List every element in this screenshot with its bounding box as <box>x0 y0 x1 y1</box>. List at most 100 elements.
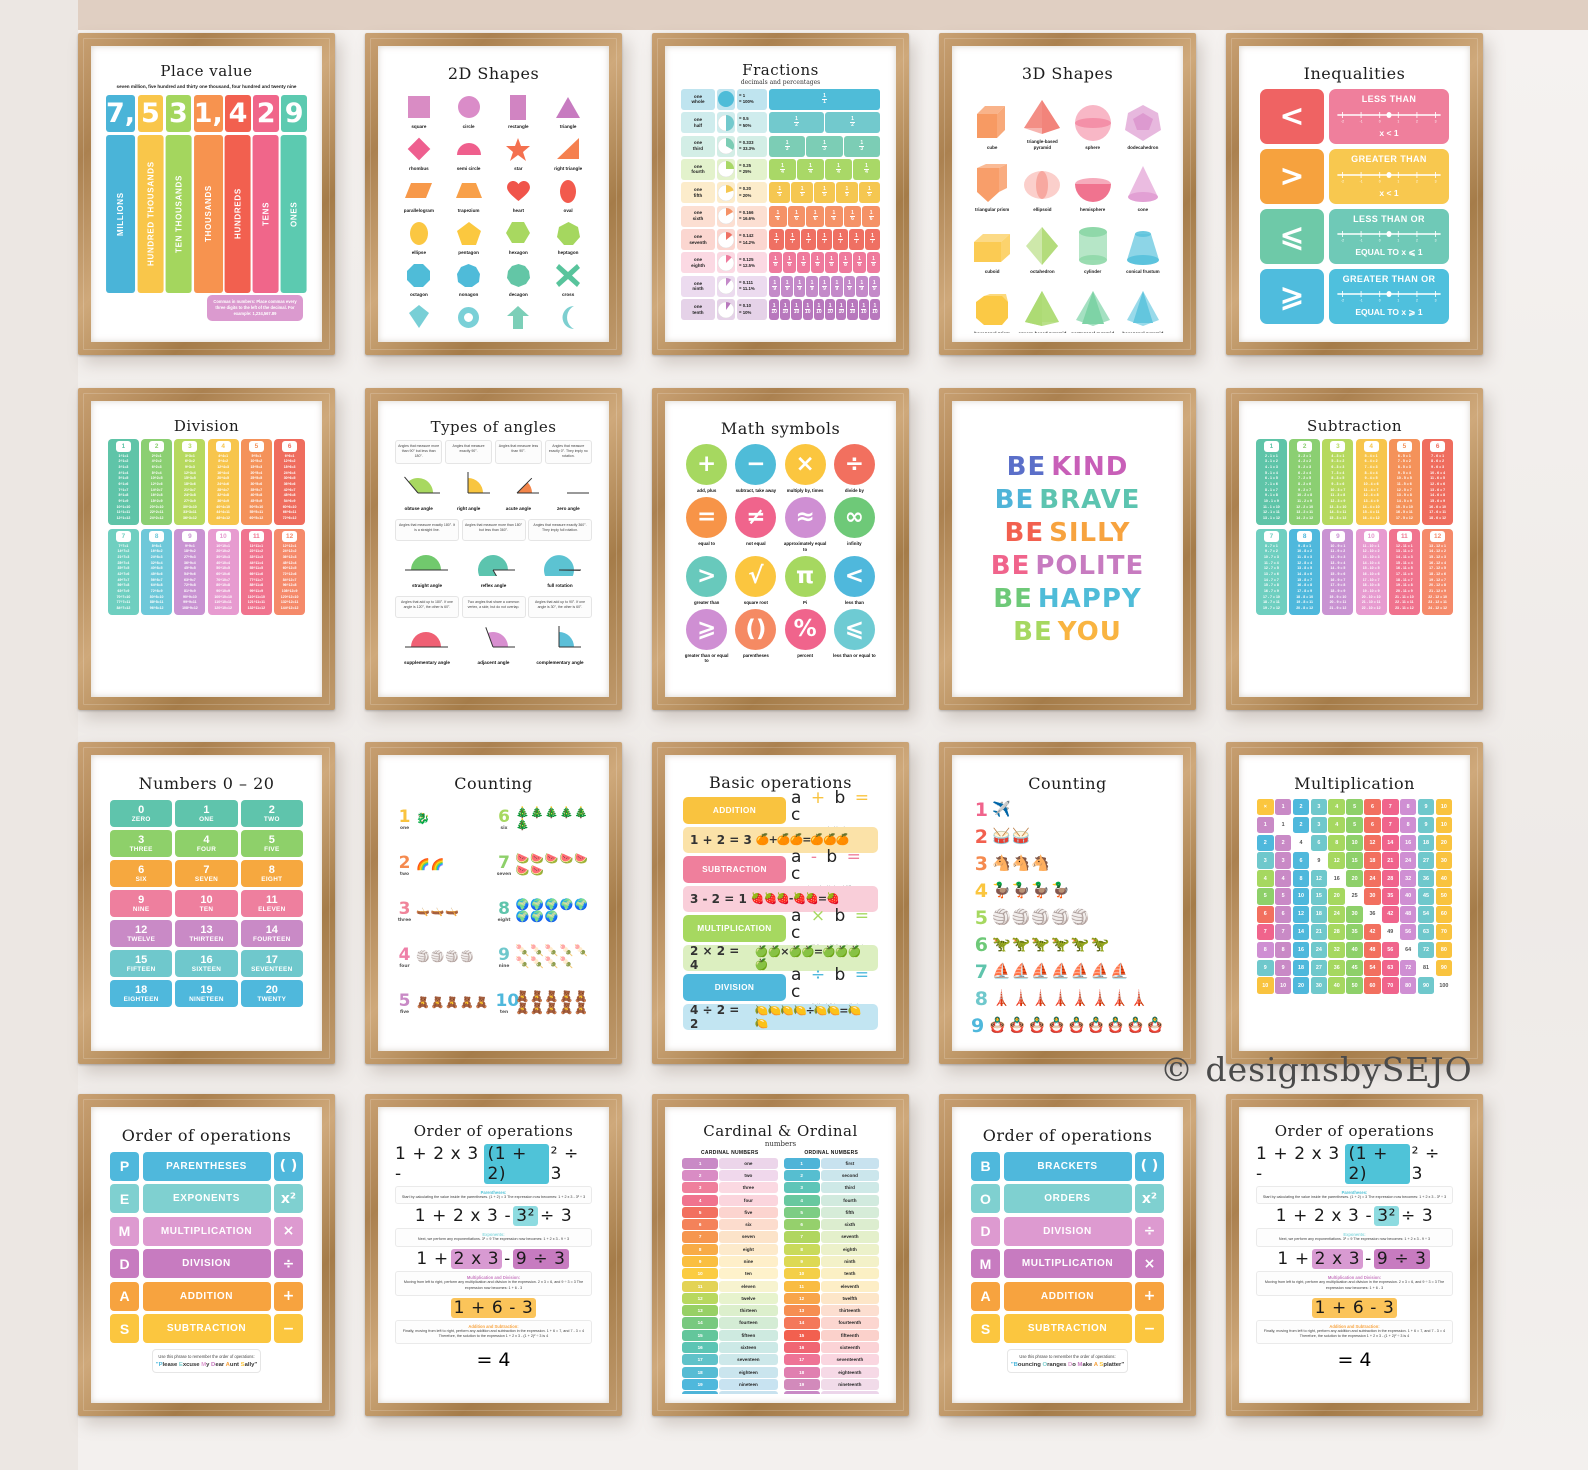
framed-poster-be-kind[interactable]: BE KIND BE BRAVE BE SILLY BE POLITE BE HAPPY BE YOU <box>939 388 1196 710</box>
framed-poster-math-symbols[interactable]: Math symbols + add, plus − subtract, tak… <box>652 388 909 710</box>
order-letter: S <box>971 1314 1000 1344</box>
framed-poster-basic-operations[interactable]: Basic operations ADDITION a + b = c auge… <box>652 742 909 1064</box>
framed-poster-ooo-worked[interactable]: Order of operations 1 + 2 x 3 - (1 + 2) ² … <box>365 1094 622 1416</box>
multiplication-cell: 7 <box>1382 798 1399 816</box>
place-value-column: 2 TENS <box>253 95 279 294</box>
symbols-grid: + add, plus − subtract, take away × mult… <box>674 438 887 665</box>
greater-than-or-equal-to-icon: ⩾ <box>686 608 728 650</box>
counting-items: 🎄 🎄 🎄 🎄 🎄 🎄 <box>516 808 592 831</box>
poster-numbers-0-20: Numbers 0 – 20 0 ZERO 1 ONE 2 TWO 3 THRE… <box>100 764 313 1042</box>
cardinal-row: 12 twelve <box>682 1292 778 1304</box>
inequality-symbol-icon: ⩾ <box>1260 268 1324 324</box>
symbol-label: Pi <box>803 599 808 605</box>
column-header: 2 <box>1297 440 1313 452</box>
operation-header: MULTIPLICATION a × b = c multiplier mult… <box>683 908 878 948</box>
step-pre: 1 + <box>416 1249 449 1270</box>
multiplication-cell: 9 <box>1257 959 1274 977</box>
number-card: 14 FOURTEEN <box>240 919 303 947</box>
framed-poster-pemdas[interactable]: Order of operations P PARENTHESES ( ) E … <box>78 1094 335 1416</box>
multiplication-cell: 27 <box>1310 959 1328 977</box>
column-header: 7 <box>1263 530 1279 542</box>
framed-poster-numbers-0-20[interactable]: Numbers 0 – 20 0 ZERO 1 ONE 2 TWO 3 THRE… <box>78 742 335 1064</box>
order-symbol-icon: ÷ <box>1135 1216 1164 1246</box>
framed-poster-bodmas[interactable]: Order of operations B BRACKETS ( ) O ORD… <box>939 1094 1196 1416</box>
framed-poster-place-value[interactable]: Place value seven million, five hundred a… <box>78 33 335 355</box>
number-word: eleventh <box>820 1280 879 1292</box>
symbol-label: not equal <box>746 540 766 546</box>
framed-poster-inequalities[interactable]: Inequalities < LESS THAN -2 -1 0 1 2 3 x… <box>1226 33 1483 355</box>
multiplication-cell: 24 <box>1364 870 1381 887</box>
framed-poster-counting-pyramid[interactable]: Counting 1 ✈️ 2 🥁 🥁 3 🐴 🐴 🐴 4 🦆 🦆 🦆 🦆 5 🏐 🏐 🏐 🏐 🏐 … <box>939 742 1196 1064</box>
count-item-icon: 🌍 <box>544 911 559 924</box>
fraction-values: = 0.10 = 10% <box>737 299 767 321</box>
symbol-label: percent <box>797 652 814 658</box>
count-item-icon: 🧸 <box>559 1003 574 1016</box>
framed-poster-division[interactable]: Division 1 1÷1=1 2÷1=2 3÷1=3 4÷1=4 5÷1=5 6÷1=… <box>78 388 335 710</box>
number-value: 4 <box>682 1194 719 1206</box>
mnemonic-part: E <box>178 1362 183 1369</box>
subtraction-fact: 10 - 9 = 1 <box>1330 543 1346 548</box>
order-symbol-icon: × <box>274 1216 303 1246</box>
framed-poster-angles[interactable]: Types of angles Angles that measure more … <box>365 388 622 710</box>
worked-steps: 1 + 2 x 3 - (1 + 2) ² ÷ 3 Parentheses: St… <box>1248 1140 1461 1371</box>
poster-mat: Order of operations 1 + 2 x 3 - (1 + 2) ² … <box>1239 1107 1470 1403</box>
svg-text:0: 0 <box>1379 179 1381 183</box>
framed-poster-3d-shapes[interactable]: 3D Shapes cube triangle-based pyramid sp… <box>939 33 1196 355</box>
multiplication-cell: 24 <box>1328 905 1345 923</box>
subtraction-fact: 20 - 11 = 9 <box>1396 588 1413 593</box>
cardinal-row: 5 five <box>682 1206 778 1218</box>
framed-poster-fractions[interactable]: Fractions decimals and percentages one who… <box>652 33 909 355</box>
division-fact: 12÷4=3 <box>217 465 229 470</box>
shape-label: heart <box>512 207 524 213</box>
framed-poster-cardinal-ordinal[interactable]: Cardinal & Ordinal numbers CARDINAL NUMBE… <box>652 1094 909 1416</box>
framed-poster-multiplication[interactable]: Multiplication × 1 2 3 4 5 6 7 8 9 10 1 1 2 3 4 5 6 7 8 9 10 2 2… <box>1226 742 1483 1064</box>
multiplication-cell: 2 <box>1257 834 1274 852</box>
fruit-icon: 🍓 <box>750 892 765 906</box>
subtraction-fact: 7 - 6 = 1 <box>1431 453 1445 458</box>
division-fact: 120÷10=12 <box>214 605 232 610</box>
fruit-icon: 🍋 <box>754 1003 769 1017</box>
subtraction-fact: 4 - 3 = 1 <box>1331 453 1345 458</box>
count-item-icon: 🧸 <box>530 1003 544 1016</box>
subtraction-fact: 12 - 9 = 3 <box>1330 554 1346 559</box>
count-item-icon: 🗼 <box>1129 990 1149 1008</box>
place-value-digit: 5 <box>137 95 164 133</box>
adjacent-angle-icon <box>471 621 517 658</box>
count-item-icon: 🐴 <box>992 855 1011 873</box>
multiplication-cell: 5 <box>1346 816 1363 834</box>
number-digit: 18 <box>135 983 148 996</box>
count-item-icon: 🎄 <box>530 807 544 820</box>
shape-cell-3d: pentagonal pyramid <box>1069 275 1117 333</box>
multiplication-cell: 10 <box>1257 977 1274 994</box>
framed-poster-counting-words[interactable]: Counting 1 one 🐉 2 two 🌈 🌈 3 three 🛶 🛶 🛶 4 four… <box>365 742 622 1064</box>
multiplication-cell: 20 <box>1435 834 1453 852</box>
svg-text:3: 3 <box>1435 299 1437 303</box>
pentagon-icon <box>456 219 481 248</box>
division-fact: 25÷5=5 <box>250 476 263 481</box>
multiplication-cell: 42 <box>1382 905 1399 923</box>
multiplication-cell: 6 <box>1292 852 1310 869</box>
subtraction-fact: 12 - 6 = 6 <box>1430 482 1446 487</box>
division-fact: 40÷8=5 <box>150 566 163 571</box>
mnemonic-box: Use this phrase to remember the order of… <box>151 1349 262 1374</box>
subtraction-fact: 7 - 2 = 5 <box>1298 476 1312 481</box>
fruit-icon: 🍋 <box>754 1016 769 1030</box>
counting-items: 🦖 🦖 🦖 🦖 🦖 🦖 <box>992 937 1109 952</box>
division-fact: 42÷6=7 <box>283 487 296 492</box>
inequality-title: LESS THAN <box>1361 94 1417 105</box>
counting-items: 🌈 🌈 <box>416 860 492 871</box>
framed-poster-2d-shapes[interactable]: 2D Shapes square circle rectangle triang… <box>365 33 622 355</box>
framed-poster-ooo-worked[interactable]: Order of operations 1 + 2 x 3 - (1 + 2) ² … <box>1226 1094 1483 1416</box>
angle-figure: adjacent angle <box>462 621 526 665</box>
symbol-label: greater than or equal to <box>684 652 729 664</box>
division-fact: 8÷2=4 <box>151 470 162 475</box>
subtraction-fact: 13 - 4 = 9 <box>1363 499 1379 503</box>
number-word: fourth <box>820 1194 879 1206</box>
poster-mat: Counting 1 one 🐉 2 two 🌈 🌈 3 three 🛶 🛶 🛶 4 four… <box>378 755 609 1051</box>
angle-note: Angles that add up to 180°. If one angle… <box>395 595 459 618</box>
